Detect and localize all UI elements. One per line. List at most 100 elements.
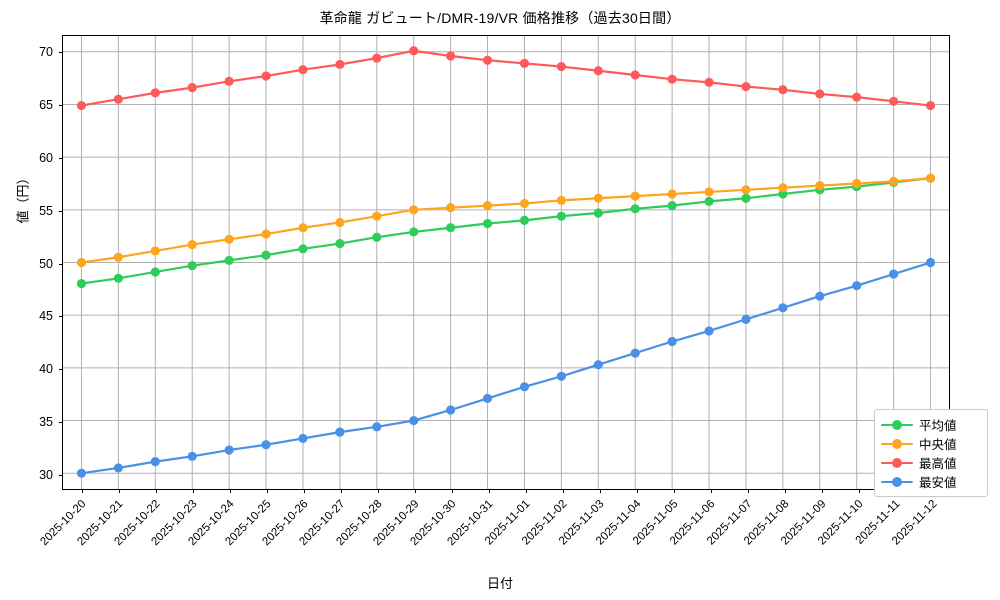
x-tick-label: 2025-11-10: [815, 498, 865, 548]
data-point: [261, 250, 271, 260]
data-point: [372, 232, 382, 242]
data-point: [224, 234, 234, 244]
x-tick-mark: [414, 489, 416, 493]
x-tick-mark: [377, 489, 379, 493]
data-point: [852, 281, 862, 291]
data-point: [519, 215, 530, 225]
x-tick-label: 2025-11-05: [630, 498, 680, 548]
x-tick-label: 2025-10-21: [74, 498, 125, 549]
data-point: [298, 65, 308, 75]
y-tick-label: 50: [39, 256, 53, 271]
data-point: [224, 255, 234, 265]
data-point: [446, 51, 456, 61]
data-point: [261, 440, 271, 450]
data-point: [778, 85, 788, 95]
data-point: [741, 185, 751, 195]
data-point: [113, 273, 123, 283]
x-tick-label: 2025-10-26: [259, 498, 310, 549]
data-point: [667, 74, 677, 84]
data-point: [925, 173, 936, 183]
data-point: [446, 203, 456, 213]
data-point: [76, 257, 87, 268]
data-point: [446, 405, 456, 415]
x-tick-mark: [340, 489, 342, 493]
y-tick-label: 40: [39, 362, 53, 377]
x-tick-mark: [710, 489, 712, 493]
data-point: [113, 252, 123, 262]
legend-item-2[interactable]: 最高値: [881, 453, 981, 472]
data-point: [815, 89, 825, 99]
data-point: [778, 189, 788, 199]
x-tick-label: 2025-11-03: [556, 498, 606, 548]
y-tick-label: 70: [39, 44, 53, 59]
legend-label: 平均値: [919, 419, 957, 433]
data-point: [446, 223, 456, 233]
data-point: [261, 71, 271, 81]
x-tick-label: 2025-10-31: [444, 498, 495, 549]
data-point: [556, 61, 566, 72]
series-layer: [76, 46, 936, 478]
x-tick-label: 2025-10-22: [111, 498, 162, 549]
data-point: [741, 193, 751, 203]
data-point: [593, 66, 603, 76]
data-point: [889, 96, 899, 106]
x-tick-label: 2025-10-20: [37, 498, 88, 549]
data-point: [815, 291, 825, 301]
data-point: [335, 427, 345, 437]
data-point: [335, 217, 345, 228]
series-line-3: [80, 261, 932, 475]
data-point: [335, 238, 345, 249]
x-tick-label: 2025-11-04: [593, 498, 643, 548]
data-point: [372, 53, 382, 63]
x-axis-label: 日付: [486, 576, 513, 591]
x-tick-label: 2025-10-25: [222, 498, 273, 549]
data-point: [372, 211, 382, 221]
data-point: [667, 201, 677, 211]
data-point: [519, 58, 530, 68]
x-tick-mark: [81, 489, 83, 493]
data-point: [667, 189, 677, 199]
data-point: [224, 76, 234, 86]
legend-swatch-icon: [881, 475, 913, 489]
data-point: [298, 244, 308, 254]
data-point: [482, 201, 493, 211]
legend-item-3[interactable]: 最安値: [881, 472, 981, 491]
data-point: [409, 46, 419, 56]
legend-label: 中央値: [919, 438, 957, 452]
x-tick-mark: [192, 489, 194, 493]
data-point: [741, 314, 751, 324]
x-tick-label: 2025-11-09: [778, 498, 828, 548]
page-title: 革命龍 ガビュート/DMR-19/VR 価格推移（過去30日間）: [319, 10, 681, 26]
legend-swatch-icon: [881, 418, 913, 432]
x-tick-mark: [562, 489, 564, 493]
x-tick-mark: [784, 489, 786, 493]
x-tick-mark: [303, 489, 305, 493]
x-tick-mark: [488, 489, 490, 493]
data-point: [187, 240, 197, 250]
data-point: [704, 196, 714, 206]
x-tick-label: 2025-11-07: [704, 498, 754, 548]
y-tick-label: 65: [39, 97, 53, 112]
data-point: [298, 223, 308, 233]
data-point: [852, 178, 862, 189]
data-point: [150, 246, 160, 256]
data-point: [704, 326, 714, 336]
data-point: [778, 183, 788, 193]
x-tick-label: 2025-11-02: [519, 498, 569, 548]
series-line-2: [80, 49, 932, 107]
data-point: [113, 463, 123, 473]
plot-area: 30 35 40 45 50 55 60 65 70 2025-10-20 2025-10-21 2…: [38, 35, 950, 548]
data-point: [372, 422, 382, 432]
series-line-1: [80, 177, 932, 264]
x-tick-mark: [747, 489, 749, 493]
x-tick-label: 2025-11-12: [889, 498, 939, 548]
data-point: [187, 261, 197, 271]
x-tick-mark: [266, 489, 268, 493]
x-tick-mark: [525, 489, 527, 493]
x-tick-label: 2025-11-06: [667, 498, 717, 548]
legend-item-0[interactable]: 平均値: [881, 415, 981, 434]
x-tick-mark: [673, 489, 675, 493]
legend-item-1[interactable]: 中央値: [881, 434, 981, 453]
x-tick-label: 2025-10-24: [185, 498, 236, 549]
